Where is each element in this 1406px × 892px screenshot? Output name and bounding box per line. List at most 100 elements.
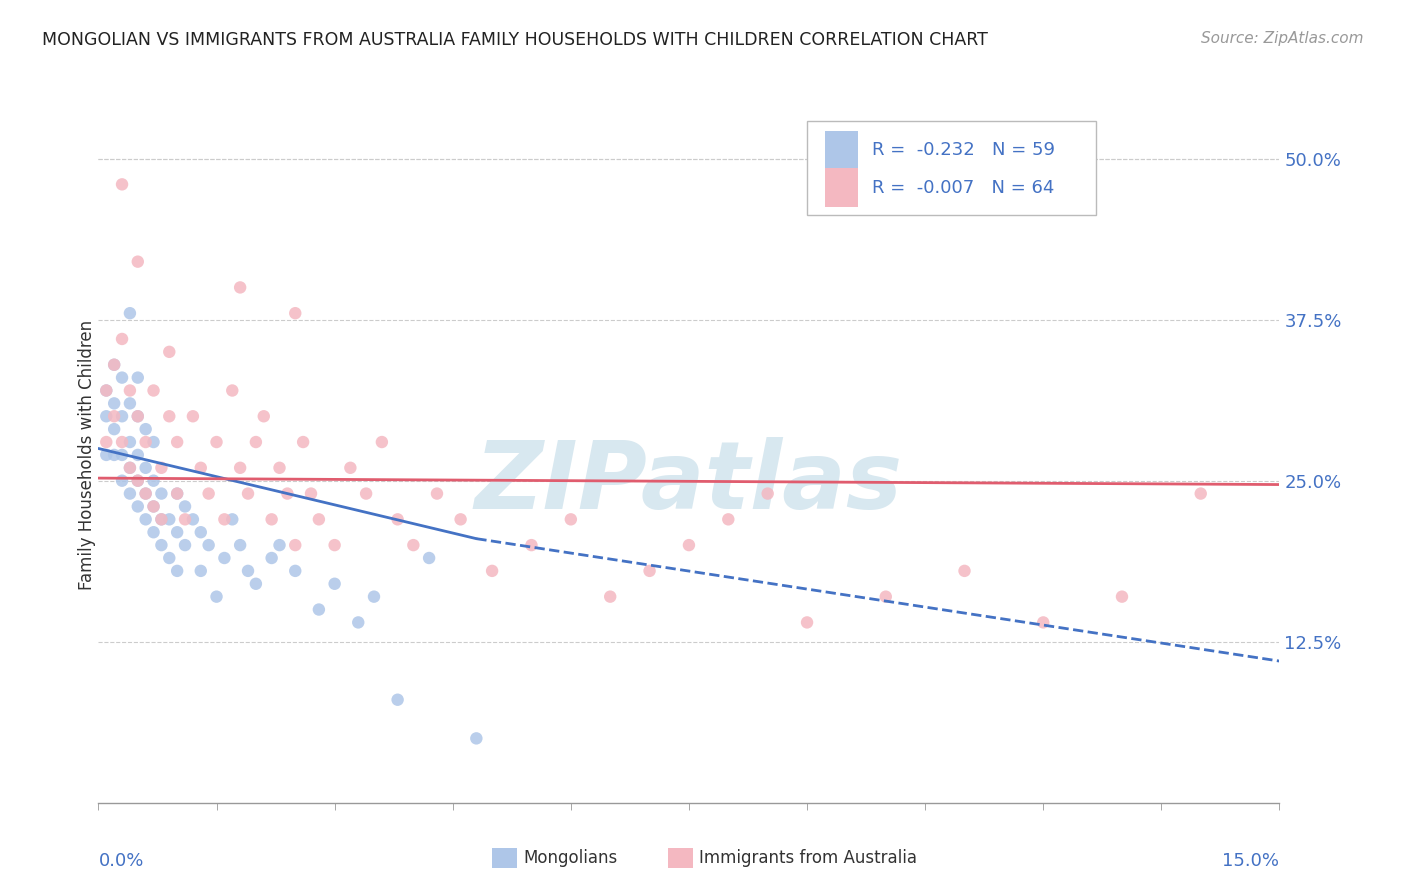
Point: [481, 564, 503, 578]
Point: [229, 280, 252, 294]
Point: [135, 486, 157, 500]
Point: [127, 254, 149, 268]
Bar: [825, 131, 858, 169]
Point: [135, 486, 157, 500]
Point: [229, 460, 252, 475]
Text: Mongolians: Mongolians: [523, 849, 617, 867]
Point: [142, 500, 165, 514]
Point: [135, 512, 157, 526]
Point: [717, 512, 740, 526]
Point: [103, 358, 125, 372]
Point: [96, 384, 118, 398]
Point: [236, 486, 259, 500]
Point: [339, 460, 361, 475]
Point: [284, 306, 307, 320]
Y-axis label: Family Households with Children: Family Households with Children: [79, 320, 96, 590]
Point: [111, 435, 134, 450]
Point: [276, 486, 298, 500]
Text: ZIPatlas: ZIPatlas: [475, 437, 903, 529]
Point: [323, 576, 346, 591]
Point: [190, 460, 212, 475]
Point: [875, 590, 897, 604]
Point: [308, 512, 330, 526]
Point: [678, 538, 700, 552]
Point: [560, 512, 582, 526]
Text: 15.0%: 15.0%: [1222, 852, 1279, 870]
Point: [127, 409, 149, 424]
FancyBboxPatch shape: [807, 121, 1097, 215]
Point: [1189, 486, 1212, 500]
Point: [269, 538, 291, 552]
Point: [953, 564, 976, 578]
Point: [135, 435, 157, 450]
Point: [111, 332, 134, 346]
Point: [150, 512, 173, 526]
Point: [111, 370, 134, 384]
Point: [127, 409, 149, 424]
Point: [96, 409, 118, 424]
Point: [142, 384, 165, 398]
Text: 0.0%: 0.0%: [98, 852, 143, 870]
Point: [402, 538, 425, 552]
Point: [245, 435, 267, 450]
Point: [174, 538, 197, 552]
Text: R =  -0.007   N = 64: R = -0.007 N = 64: [872, 179, 1054, 197]
Point: [796, 615, 818, 630]
Point: [599, 590, 621, 604]
Point: [450, 512, 472, 526]
Point: [260, 551, 283, 566]
Point: [111, 178, 134, 192]
Point: [150, 460, 173, 475]
Point: [150, 486, 173, 500]
Point: [284, 538, 307, 552]
Point: [253, 409, 276, 424]
Point: [418, 551, 440, 566]
Point: [166, 564, 188, 578]
Bar: [825, 169, 858, 207]
Point: [756, 486, 779, 500]
Point: [465, 731, 488, 746]
Point: [103, 448, 125, 462]
Point: [157, 409, 180, 424]
Point: [118, 460, 141, 475]
Point: [214, 551, 236, 566]
Point: [118, 396, 141, 410]
Point: [157, 551, 180, 566]
Point: [111, 448, 134, 462]
Point: [299, 486, 322, 500]
Point: [1111, 590, 1133, 604]
Point: [127, 500, 149, 514]
Point: [205, 435, 228, 450]
Point: [363, 590, 385, 604]
Point: [181, 512, 204, 526]
Point: [197, 538, 219, 552]
Point: [96, 448, 118, 462]
Point: [150, 538, 173, 552]
Point: [142, 435, 165, 450]
Point: [166, 486, 188, 500]
Point: [142, 525, 165, 540]
Point: [292, 435, 315, 450]
Point: [157, 344, 180, 359]
Point: [96, 384, 118, 398]
Point: [157, 512, 180, 526]
Text: MONGOLIAN VS IMMIGRANTS FROM AUSTRALIA FAMILY HOUSEHOLDS WITH CHILDREN CORRELATI: MONGOLIAN VS IMMIGRANTS FROM AUSTRALIA F…: [42, 31, 988, 49]
Point: [190, 525, 212, 540]
Point: [371, 435, 394, 450]
Point: [205, 590, 228, 604]
Point: [638, 564, 661, 578]
Point: [166, 486, 188, 500]
Point: [260, 512, 283, 526]
Point: [221, 512, 243, 526]
Point: [387, 512, 409, 526]
Point: [103, 409, 125, 424]
Text: R =  -0.232   N = 59: R = -0.232 N = 59: [872, 141, 1054, 159]
Point: [127, 370, 149, 384]
Point: [181, 409, 204, 424]
Point: [347, 615, 370, 630]
Point: [426, 486, 449, 500]
Point: [127, 448, 149, 462]
Point: [166, 525, 188, 540]
Point: [174, 500, 197, 514]
Point: [236, 564, 259, 578]
